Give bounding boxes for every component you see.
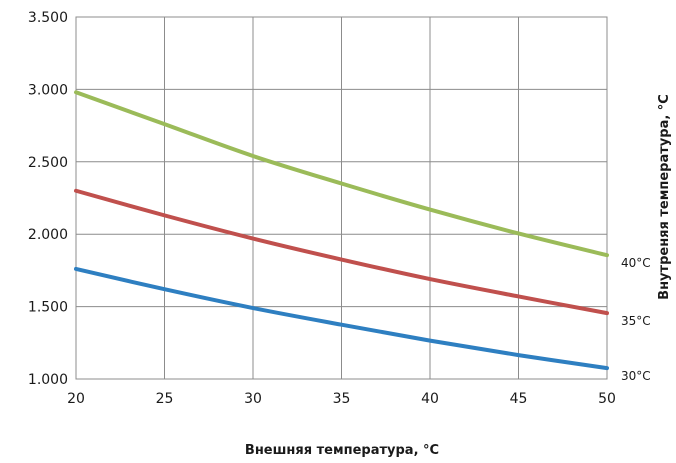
y-axis-ticks: 1.000 1.500 2.000 2.500 3.000 3.500	[28, 10, 68, 388]
series-lines	[74, 90, 609, 371]
series-label: 35°C	[621, 314, 651, 328]
series-line	[74, 266, 609, 371]
x-tick-label: 45	[510, 391, 528, 407]
series-line	[74, 188, 609, 316]
y-tick-label: 3.000	[28, 82, 68, 98]
x-tick-label: 35	[333, 391, 351, 407]
x-tick-label: 30	[244, 391, 262, 407]
y-tick-label: 1.500	[28, 300, 68, 316]
x-axis-title: Внешняя температура, °C	[245, 443, 439, 458]
y-tick-label: 2.500	[28, 155, 68, 171]
y-tick-label: 1.000	[28, 372, 68, 388]
x-tick-label: 20	[67, 391, 85, 407]
series-label: 30°C	[621, 369, 651, 383]
series-labels: 30°C 35°C 40°C	[621, 256, 651, 383]
series-label: 40°C	[621, 256, 651, 270]
y-tick-label: 2.000	[28, 227, 68, 243]
plot-frame	[75, 16, 608, 380]
x-tick-label: 40	[421, 391, 439, 407]
grid	[75, 16, 608, 380]
x-axis-ticks: 20 25 30 35 40 45 50	[67, 391, 616, 407]
x-tick-label: 25	[156, 391, 174, 407]
y-tick-label: 3.500	[28, 10, 68, 26]
y-axis-title: Внутреняя температура, °C	[657, 94, 672, 300]
x-tick-label: 50	[598, 391, 616, 407]
series-line	[74, 90, 609, 258]
